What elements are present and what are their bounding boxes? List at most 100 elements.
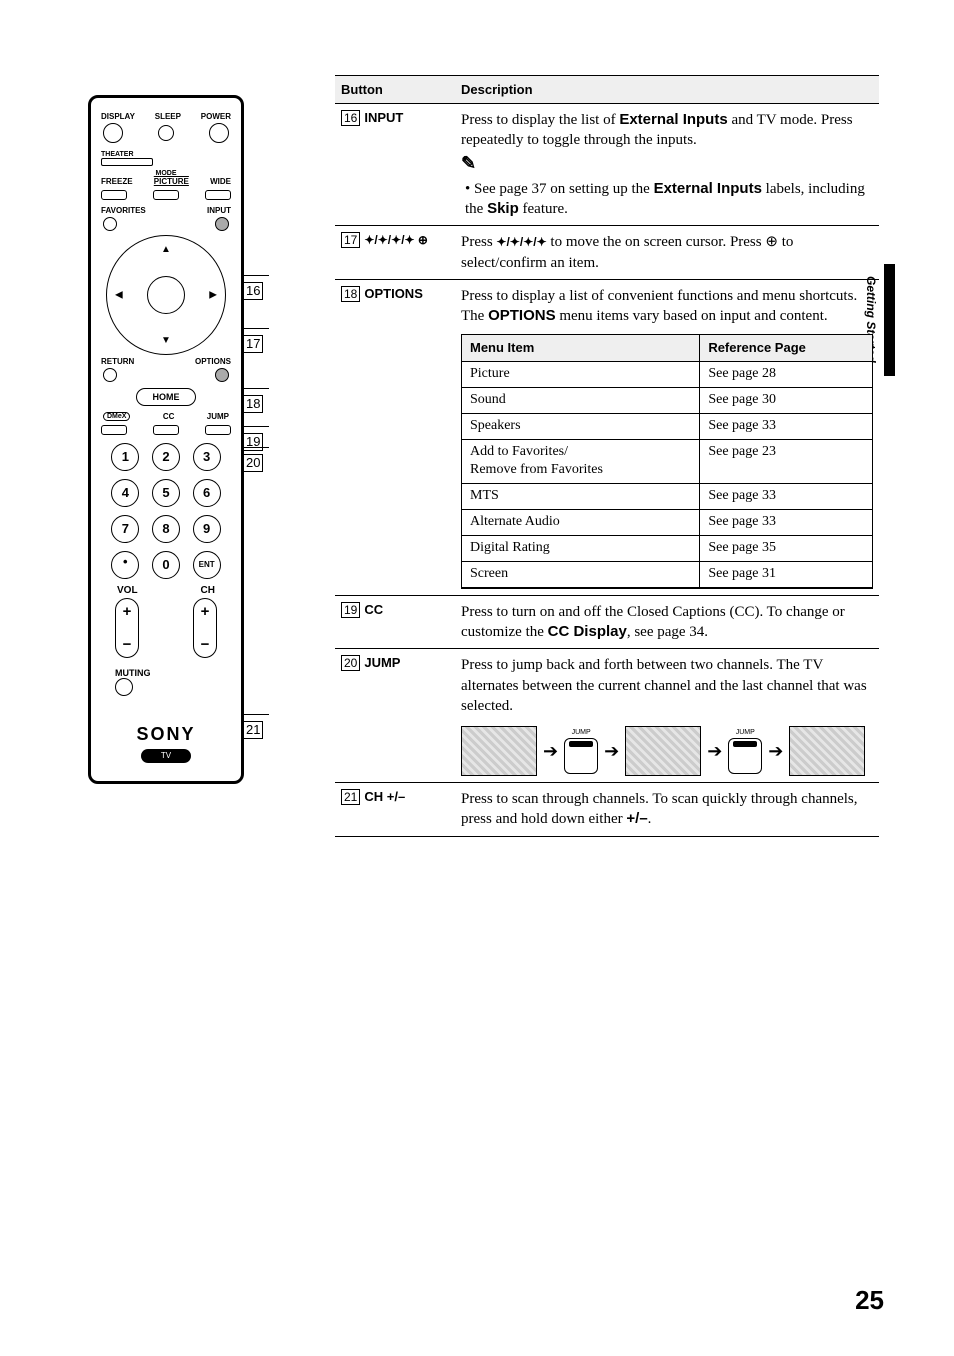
- arrow-icon: ➔: [543, 739, 558, 763]
- key-4: 4: [111, 479, 139, 507]
- row-input: 16INPUT Press to display the list of Ext…: [335, 104, 879, 226]
- table-row: Alternate AudioSee page 33: [462, 510, 872, 536]
- options-menu-table: Menu Item Reference Page PictureSee page…: [462, 335, 872, 588]
- label-power: POWER: [201, 112, 231, 121]
- idx-18: 18: [341, 286, 360, 302]
- theater-bar-icon: [101, 158, 153, 166]
- menu-ref-cell: See page 33: [700, 510, 872, 536]
- idx-19: 19: [341, 602, 360, 618]
- arrow-icon: ➔: [604, 739, 619, 763]
- menu-item-cell: Speakers: [462, 413, 700, 439]
- jump-pill-icon: [205, 425, 231, 435]
- menu-ref-cell: See page 33: [700, 484, 872, 510]
- label-tv: TV: [141, 749, 191, 763]
- btn-ch: CH +/–: [364, 789, 405, 804]
- menu-item-cell: Add to Favorites/ Remove from Favorites: [462, 439, 700, 484]
- key-1: 1: [111, 443, 139, 471]
- freeze-pill-icon: [101, 190, 127, 200]
- label-muting: MUTING: [101, 668, 231, 678]
- key-7: 7: [111, 515, 139, 543]
- row-ch: 21 CH +/– Press to scan through channels.…: [335, 783, 879, 837]
- jump-img-3: [789, 726, 865, 776]
- arrow-icon: ➔: [707, 739, 722, 763]
- jump-img-2: [625, 726, 701, 776]
- display-button-icon: [103, 123, 123, 143]
- label-picture: PICTURE: [154, 177, 189, 186]
- label-vol: VOL: [117, 585, 138, 596]
- input-icon: [215, 217, 229, 231]
- dmex-pill-icon: [101, 425, 127, 435]
- menu-ref-cell: See page 23: [700, 439, 872, 484]
- key-6: 6: [193, 479, 221, 507]
- menu-item-cell: Screen: [462, 561, 700, 587]
- callout-21: 21: [243, 721, 263, 739]
- jump-desc: Press to jump back and forth between two…: [461, 655, 873, 716]
- menu-ref-cell: See page 31: [700, 561, 872, 587]
- btn-jump: JUMP: [364, 655, 400, 670]
- key-9: 9: [193, 515, 221, 543]
- table-row: PictureSee page 28: [462, 361, 872, 387]
- label-jump: JUMP: [207, 412, 229, 421]
- favorites-icon: [103, 217, 117, 231]
- row-cc: 19CC Press to turn on and off the Closed…: [335, 595, 879, 649]
- label-dmex: DMeX: [103, 412, 130, 421]
- menu-ref-cell: See page 28: [700, 361, 872, 387]
- remote-figure: DISPLAY SLEEP POWER THEATER MODE FREEZE …: [88, 95, 288, 784]
- row-jump: 20 JUMP Press to jump back and forth betw…: [335, 649, 879, 783]
- menu-item-cell: Alternate Audio: [462, 510, 700, 536]
- options-desc: Press to display a list of convenient fu…: [461, 288, 857, 324]
- table-row: ScreenSee page 31: [462, 561, 872, 587]
- cc-desc: Press to turn on and off the Closed Capt…: [455, 595, 879, 649]
- label-mode: MODE: [101, 170, 231, 177]
- page-number: 25: [855, 1285, 884, 1316]
- label-freeze: FREEZE: [101, 177, 133, 186]
- callout-18: 18: [243, 395, 263, 413]
- picture-pill-icon: [153, 190, 179, 200]
- menu-item-cell: MTS: [462, 484, 700, 510]
- key-0: 0: [152, 551, 180, 579]
- side-tab-bar: [884, 264, 895, 376]
- jump-illustration: ➔ JUMP ➔ ➔ JUMP ➔: [461, 726, 873, 776]
- idx-21: 21: [341, 789, 360, 805]
- idx-16: 16: [341, 110, 360, 126]
- home-button-icon: HOME: [136, 388, 196, 406]
- label-wide: WIDE: [210, 177, 231, 186]
- ch-desc: Press to scan through channels. To scan …: [455, 783, 879, 837]
- ch-rocker-icon: + −: [193, 598, 217, 658]
- idx-17: 17: [341, 232, 360, 248]
- label-sleep: SLEEP: [155, 112, 181, 121]
- menu-header-item: Menu Item: [462, 335, 700, 361]
- label-options: OPTIONS: [195, 357, 231, 366]
- label-cc: CC: [163, 412, 175, 421]
- key-2: 2: [152, 443, 180, 471]
- table-row: Digital RatingSee page 35: [462, 536, 872, 562]
- table-row: MTSSee page 33: [462, 484, 872, 510]
- table-row: SoundSee page 30: [462, 387, 872, 413]
- key-ent: ENT: [193, 551, 221, 579]
- label-input: INPUT: [207, 206, 231, 215]
- jump-btn-label: JUMP: [564, 728, 598, 737]
- menu-item-cell: Picture: [462, 361, 700, 387]
- key-5: 5: [152, 479, 180, 507]
- jump-img-1: [461, 726, 537, 776]
- table-row: SpeakersSee page 33: [462, 413, 872, 439]
- idx-20: 20: [341, 655, 360, 671]
- sleep-button-icon: [158, 125, 174, 141]
- menu-item-cell: Digital Rating: [462, 536, 700, 562]
- label-sony: SONY: [101, 724, 231, 745]
- label-ch: CH: [201, 585, 215, 596]
- menu-ref-cell: See page 33: [700, 413, 872, 439]
- table-row: Add to Favorites/ Remove from FavoritesS…: [462, 439, 872, 484]
- menu-item-cell: Sound: [462, 387, 700, 413]
- key-3: 3: [193, 443, 221, 471]
- label-theater: THEATER: [101, 151, 231, 158]
- note-icon: ✎: [461, 151, 873, 175]
- callout-16: 16: [243, 282, 263, 300]
- keypad: 1 2 3 4 5 6 7 8 9 • 0 ENT: [101, 437, 231, 585]
- menu-ref-cell: See page 30: [700, 387, 872, 413]
- muting-icon: [115, 678, 133, 696]
- jump-button-icon: [728, 738, 762, 774]
- options-icon: [215, 368, 229, 382]
- col-header-button: Button: [335, 76, 455, 104]
- btn-options: OPTIONS: [364, 286, 423, 301]
